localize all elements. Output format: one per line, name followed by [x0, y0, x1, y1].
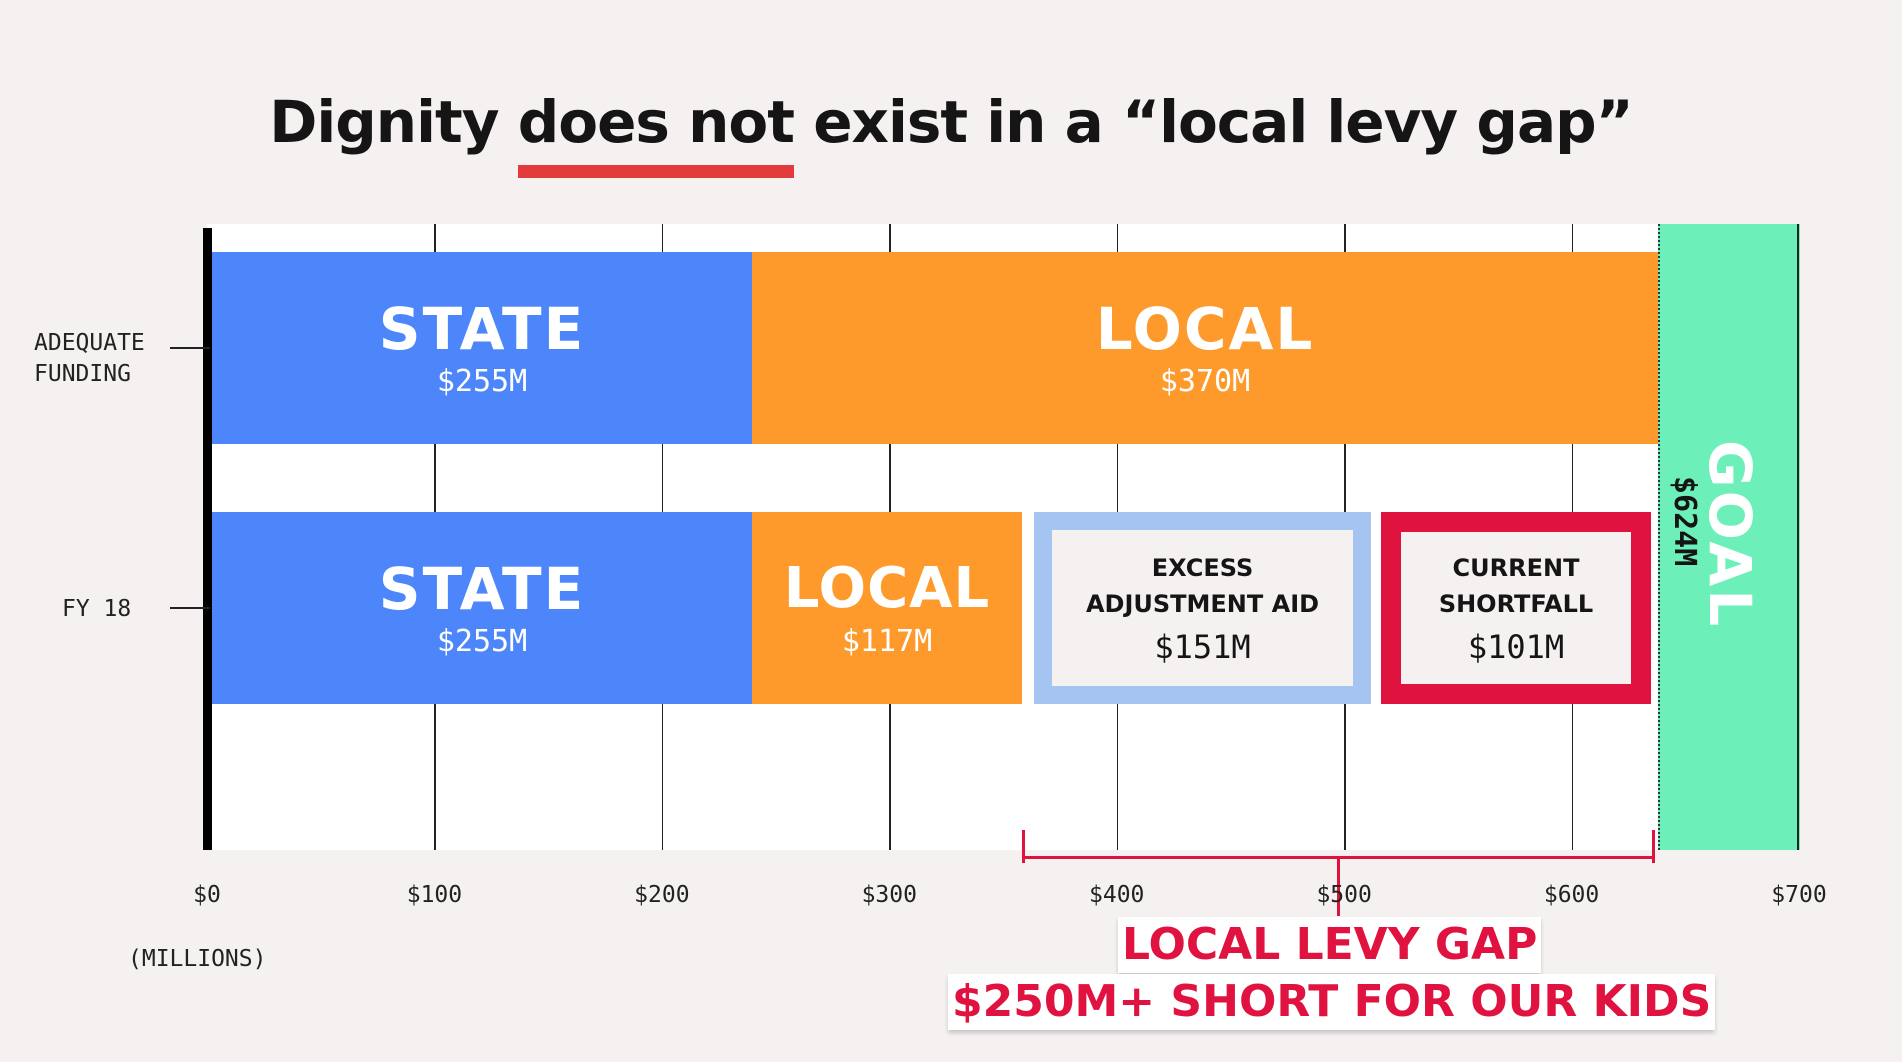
bar-fy18-local: LOCAL $117M	[752, 512, 1022, 704]
x-tick-label: $500	[1316, 882, 1372, 908]
title-underlined-text: does not	[517, 88, 795, 156]
y-axis-line	[203, 228, 212, 850]
levy-gap-label: LOCAL LEVY GAP	[1118, 917, 1542, 973]
bar-fy18-current-shortfall: CURRENT SHORTFALL $101M	[1381, 512, 1651, 704]
x-tick-label: $700	[1771, 882, 1827, 908]
y-label-adequate: ADEQUATE FUNDING	[34, 330, 145, 387]
x-tick-label: $0	[193, 882, 221, 908]
x-tick-label: $200	[634, 882, 690, 908]
bracket-left	[1022, 830, 1025, 863]
bar-adequate-local: LOCAL $370M	[752, 252, 1658, 444]
y-label-fy18: FY 18	[62, 596, 132, 622]
goal-label: GOAL	[1696, 440, 1764, 630]
shortfall-label: $250M+ SHORT FOR OUR KIDS	[948, 974, 1716, 1030]
bar-fy18-excess-adjustment-aid: EXCESS ADJUSTMENT AID $151M	[1034, 512, 1371, 704]
title-text: exist in a “local levy gap”	[794, 88, 1634, 156]
x-tick-label: $400	[1089, 882, 1145, 908]
bar-adequate-state: STATE $255M	[212, 252, 752, 444]
bracket-stem	[1337, 856, 1340, 916]
x-tick-label: $300	[861, 882, 917, 908]
y-tick	[170, 347, 210, 349]
bar-fy18-state: STATE $255M	[212, 512, 752, 704]
x-tick-label: $100	[406, 882, 463, 908]
x-tick-label: $600	[1543, 882, 1600, 908]
goal-value: $624M	[1667, 476, 1702, 567]
chart-title: Dignity does not exist in a “local levy …	[0, 88, 1902, 156]
x-axis-label: (MILLIONS)	[128, 946, 267, 972]
y-tick	[170, 607, 210, 609]
bracket-right	[1652, 830, 1655, 863]
gridline-700	[1797, 224, 1799, 850]
title-text: Dignity	[269, 88, 518, 156]
goal-bar: GOAL $624M	[1658, 224, 1800, 850]
